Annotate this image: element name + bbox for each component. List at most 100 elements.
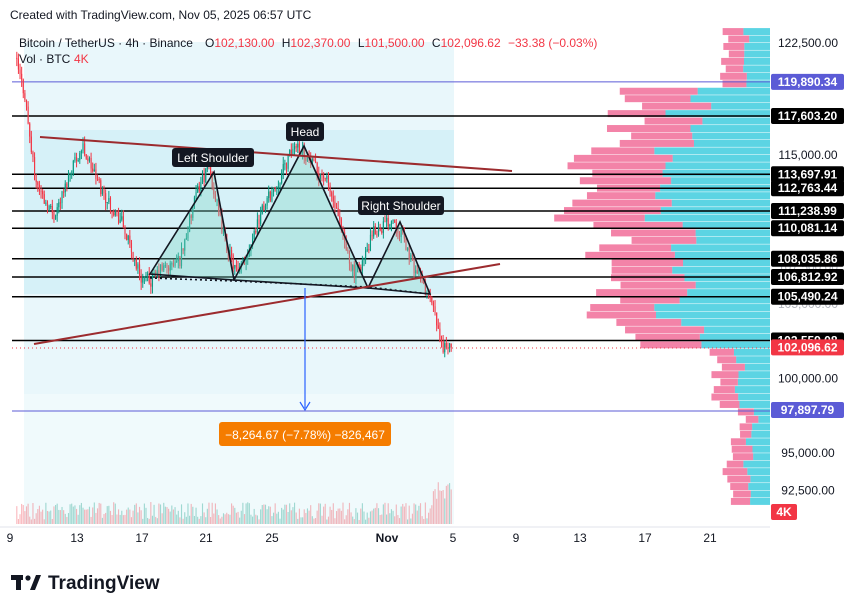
volume-profile-down-bar (719, 401, 740, 408)
candle-body (368, 249, 370, 251)
volume-bar (287, 512, 289, 524)
volume-profile-down-bar (599, 244, 672, 252)
candle-body (345, 242, 347, 250)
volume-bar (64, 513, 66, 524)
candle-body (63, 191, 65, 193)
volume-profile-down-bar (579, 177, 672, 185)
volume-bar (369, 511, 372, 524)
ohlc-values: O102,130.00 H102,370.00 L101,500.00 C102… (205, 36, 597, 50)
time-tick-label: 21 (703, 531, 717, 545)
volume-bar (106, 506, 108, 524)
volume-legend: Vol · BTC 4K (19, 52, 89, 66)
volume-profile-down-bar (725, 65, 744, 73)
candle-body (21, 73, 23, 80)
candle-body (59, 202, 61, 204)
volume-bar (206, 508, 208, 524)
candle-body (268, 191, 270, 199)
time-scale[interactable]: 9 13 17 21 25 Nov 5 9 13 17 21 (7, 531, 717, 545)
volume-bar (218, 515, 220, 524)
candle-body (266, 198, 268, 206)
volume-bar (231, 503, 233, 524)
volume-bar (250, 514, 252, 524)
volume-bar (226, 512, 228, 524)
candle-body (371, 234, 373, 237)
volume-bar (45, 502, 47, 524)
candle-body (263, 205, 265, 210)
volume-bar (168, 508, 170, 524)
volume-bar (252, 516, 254, 524)
candle-body (69, 174, 71, 176)
candle-body (82, 143, 84, 152)
volume-profile-down-bar (642, 102, 712, 110)
candle-body (192, 208, 194, 218)
volume-bar (439, 490, 441, 524)
candle-body (75, 157, 78, 161)
candle-body (95, 169, 97, 179)
volume-bar (50, 510, 52, 524)
candle-body (366, 249, 368, 251)
tradingview-logo[interactable]: TradingView (11, 573, 160, 594)
volume-bar (426, 518, 428, 524)
time-tick-label: 5 (450, 531, 457, 545)
candle-body (394, 219, 396, 223)
resistance-trendline (39, 136, 513, 172)
candle-body (298, 143, 300, 154)
candle-body (122, 216, 124, 228)
candle-body (51, 206, 53, 213)
volume-profile-up-bar (748, 483, 770, 490)
volume-profile-up-bar (750, 490, 770, 498)
candle-body (324, 178, 326, 180)
left-shoulder-triangle (148, 169, 235, 281)
candle-body (326, 176, 328, 180)
volume-profile-up-bar (665, 162, 770, 170)
candle-body (184, 239, 186, 251)
volume-bar (54, 504, 57, 524)
target-price-badge (771, 401, 844, 418)
volume-bar (72, 506, 74, 524)
candle-body (135, 259, 137, 269)
volume-bar (449, 483, 451, 524)
candle-body (323, 175, 325, 179)
volume-profile-down-bar (737, 408, 754, 416)
volume-profile-down-bar (713, 386, 735, 394)
price-scale[interactable]: 122,500.00 115,000.00 100,000.00 95,000.00 9… (771, 36, 844, 520)
volume-bar (347, 509, 349, 524)
level-price-badge (771, 288, 844, 305)
volume-bar (318, 503, 320, 524)
candle-body (67, 175, 70, 188)
volume-bar (179, 517, 181, 524)
candle-body (369, 234, 372, 251)
volume-profile-down-bar (721, 363, 745, 371)
candle-body (98, 179, 100, 181)
volume-bar (46, 510, 49, 524)
candle-body (313, 158, 315, 161)
volume-bar (429, 508, 431, 524)
volume-bar (71, 503, 73, 524)
volume-profile-down-bar (611, 259, 684, 267)
candle-body (426, 291, 428, 293)
candle-body (424, 283, 426, 293)
volume-bar (193, 515, 196, 524)
candle-body (365, 250, 367, 259)
candle-body (432, 302, 434, 307)
volume-profile-up-bar (737, 378, 770, 386)
symbol-text[interactable]: Bitcoin / TetherUS · 4h · Binance (19, 36, 193, 50)
volume-bar (117, 509, 120, 524)
volume-bar (19, 514, 21, 524)
volume-bar (285, 504, 288, 524)
volume-profile-up-bar (695, 229, 770, 237)
volume-bar (59, 510, 61, 524)
volume-bar (314, 518, 317, 524)
volume-bar (381, 514, 383, 524)
candle-body (92, 168, 94, 172)
volume-bar (313, 518, 315, 524)
volume-bar (153, 504, 155, 524)
candle-body (411, 254, 414, 258)
candle-body (153, 271, 155, 276)
candle-body (161, 264, 163, 271)
volume-bar (298, 508, 300, 524)
candle-body (392, 219, 394, 222)
candle-body (332, 196, 334, 202)
volume-bar (416, 510, 418, 524)
